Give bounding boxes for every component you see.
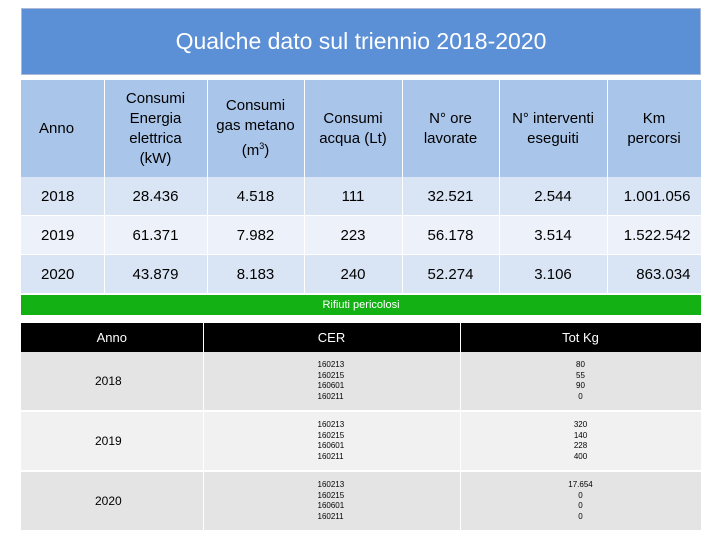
consumi-table: Anno Consumi Energia elettrica (kW) Cons… xyxy=(21,80,702,294)
cer-code: 160213 xyxy=(317,480,345,489)
slide-title: Qualche dato sul triennio 2018-2020 xyxy=(21,8,701,75)
kg-value: 400 xyxy=(573,451,588,461)
cer-code: 160215 xyxy=(317,430,345,440)
cell-ore: 32.521 xyxy=(402,177,500,216)
kg-value: 140 xyxy=(573,430,588,440)
cell-interventi: 3.106 xyxy=(499,254,608,294)
cell-acqua: 223 xyxy=(304,215,403,255)
cell-energia: 28.436 xyxy=(104,177,208,216)
cell-energia: 43.879 xyxy=(104,254,208,294)
cell-ore: 52.274 xyxy=(402,254,500,294)
cell-cer: 160213 160215 160601 160211 xyxy=(203,471,461,532)
cell-rifiuti-anno: 2019 xyxy=(21,411,204,472)
header-rifiuti-anno: Anno xyxy=(21,323,204,352)
cer-code: 160211 xyxy=(317,511,344,521)
header-rifiuti-cer: CER xyxy=(203,323,461,352)
table-row: 2018 28.436 4.518 111 32.521 2.544 1.001… xyxy=(21,177,702,216)
kg-value: 80 xyxy=(576,360,585,369)
table-row: 2019 61.371 7.982 223 56.178 3.514 1.522… xyxy=(21,215,702,255)
cell-energia: 61.371 xyxy=(104,215,208,255)
cer-code: 160215 xyxy=(317,370,345,380)
kg-value: 0 xyxy=(578,391,583,401)
header-energia-line: elettrica xyxy=(129,129,182,147)
header-anno: Anno xyxy=(21,80,105,177)
header-gas-unit: (m xyxy=(241,142,260,159)
consumi-header-row: Anno Consumi Energia elettrica (kW) Cons… xyxy=(21,80,702,177)
cell-gas: 8.183 xyxy=(207,254,305,294)
rifiuti-banner: Rifiuti pericolosi xyxy=(21,295,701,315)
header-acqua-line: acqua (Lt) xyxy=(319,129,387,147)
cell-kg: 17.654 0 0 0 xyxy=(460,471,702,532)
header-gas-sup: 3 xyxy=(259,141,265,151)
header-gas: Consumi gas metano (m3) xyxy=(207,80,305,177)
cell-kg: 80 55 90 0 xyxy=(460,352,702,412)
cell-km: 863.034 xyxy=(607,254,702,294)
header-interventi-line: N° interventi xyxy=(512,109,594,127)
header-acqua-line: Consumi xyxy=(323,109,383,127)
header-ore-line: N° ore xyxy=(429,109,472,127)
kg-value: 0 xyxy=(578,501,583,510)
rifiuti-header-row: Anno CER Tot Kg xyxy=(21,323,702,352)
table-row: 2020 160213 160215 160601 160211 17.654 … xyxy=(21,471,702,532)
cer-code: 160601 xyxy=(317,381,345,390)
cell-rifiuti-anno: 2020 xyxy=(21,471,204,532)
kg-value: 17.654 xyxy=(568,480,593,489)
header-gas-line: gas metano xyxy=(216,117,295,134)
header-gas-unit-close: ) xyxy=(264,142,270,159)
cell-interventi: 3.514 xyxy=(499,215,608,255)
cell-km: 1.522.542 xyxy=(607,215,702,255)
cell-rifiuti-anno: 2018 xyxy=(21,352,204,412)
header-km-line: percorsi xyxy=(627,129,681,147)
table-row: 2018 160213 160215 160601 160211 80 55 9… xyxy=(21,352,702,412)
kg-value: 0 xyxy=(578,511,583,521)
cer-code: 160213 xyxy=(317,360,345,369)
header-energia-line: (kW) xyxy=(139,149,172,167)
cell-cer: 160213 160215 160601 160211 xyxy=(203,352,461,412)
header-acqua: Consumi acqua (Lt) xyxy=(304,80,403,177)
header-km: Km percorsi xyxy=(607,80,702,177)
cell-anno: 2019 xyxy=(21,215,105,255)
kg-value: 0 xyxy=(578,490,583,500)
cell-anno: 2020 xyxy=(21,254,105,294)
table-row: 2020 43.879 8.183 240 52.274 3.106 863.0… xyxy=(21,254,702,294)
cer-code: 160601 xyxy=(317,501,345,510)
kg-value: 90 xyxy=(576,381,585,390)
header-rifiuti-tot: Tot Kg xyxy=(460,323,702,352)
header-gas-line: Consumi xyxy=(225,97,286,114)
cell-gas: 4.518 xyxy=(207,177,305,216)
cell-acqua: 111 xyxy=(304,177,403,216)
cer-code: 160601 xyxy=(317,441,345,450)
cer-code: 160213 xyxy=(317,420,345,429)
header-energia-line: Energia xyxy=(129,109,182,127)
header-ore: N° ore lavorate xyxy=(402,80,500,177)
header-interventi-line: eseguiti xyxy=(527,129,579,147)
cell-ore: 56.178 xyxy=(402,215,500,255)
kg-value: 320 xyxy=(573,420,588,429)
header-energia-line: Consumi xyxy=(125,89,186,107)
cell-anno: 2018 xyxy=(21,177,105,216)
cell-cer: 160213 160215 160601 160211 xyxy=(203,411,461,472)
cer-code: 160211 xyxy=(317,451,344,461)
table-row: 2019 160213 160215 160601 160211 320 140… xyxy=(21,411,702,472)
cell-kg: 320 140 228 400 xyxy=(460,411,702,472)
header-km-line: Km xyxy=(642,109,666,127)
kg-value: 228 xyxy=(573,441,588,450)
rifiuti-table: Anno CER Tot Kg 2018 160213 160215 16060… xyxy=(21,323,702,532)
cer-code: 160215 xyxy=(317,490,345,500)
header-interventi: N° interventi eseguiti xyxy=(499,80,608,177)
cer-code: 160211 xyxy=(317,391,344,401)
cell-km: 1.001.056 xyxy=(607,177,702,216)
cell-interventi: 2.544 xyxy=(499,177,608,216)
cell-gas: 7.982 xyxy=(207,215,305,255)
cell-acqua: 240 xyxy=(304,254,403,294)
header-ore-line: lavorate xyxy=(423,129,478,147)
header-energia: Consumi Energia elettrica (kW) xyxy=(104,80,208,177)
kg-value: 55 xyxy=(576,370,585,380)
